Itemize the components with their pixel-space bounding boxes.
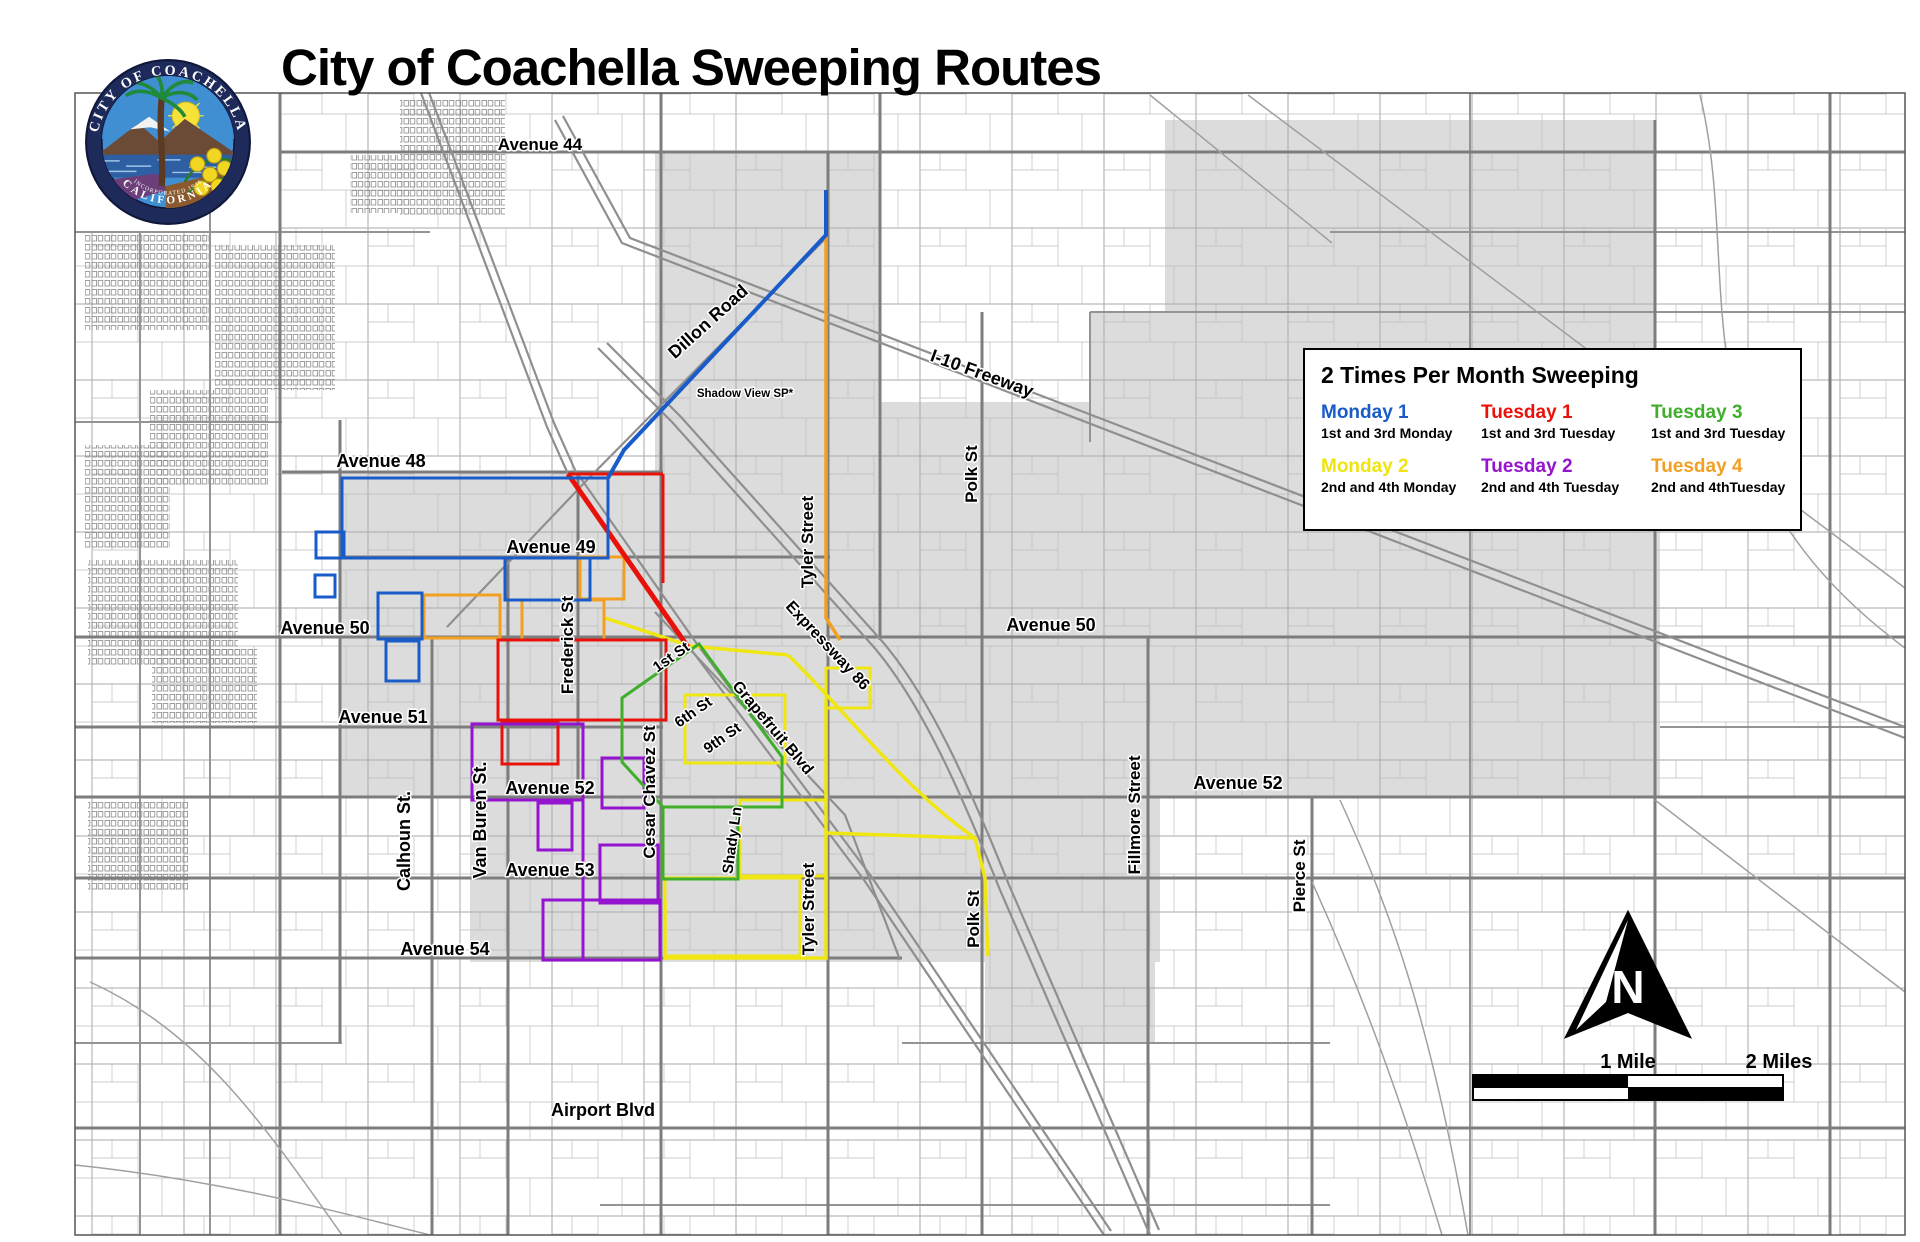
minor-roads	[75, 93, 1905, 1235]
legend-route-schedule: 1st and 3rd Tuesday	[1481, 425, 1616, 441]
north-arrow: N	[1563, 909, 1693, 1039]
legend-entry-tuesday2: Tuesday 2 2nd and 4th Tuesday	[1481, 456, 1651, 496]
legend-grid: Monday 1 1st and 3rd Monday Tuesday 1 1s…	[1321, 402, 1801, 496]
scale-label-2-miles: 2 Miles	[1746, 1051, 1813, 1073]
route-tuesday3-green	[620, 641, 784, 881]
legend-route-schedule: 1st and 3rd Tuesday	[1651, 425, 1786, 441]
route-tuesday1-red	[496, 472, 691, 766]
legend: 2 Times Per Month Sweeping Monday 1 1st …	[1303, 348, 1802, 531]
legend-route-name: Tuesday 3	[1651, 402, 1743, 423]
legend-route-name: Tuesday 4	[1651, 456, 1743, 477]
street-label-fillmore: Fillmore Street	[1125, 755, 1144, 874]
legend-route-name: Monday 1	[1321, 402, 1409, 423]
palm-tree-icon	[157, 97, 166, 187]
street-label-calhoun: Calhoun St.	[394, 791, 414, 891]
legend-entry-tuesday1: Tuesday 1 1st and 3rd Tuesday	[1481, 402, 1651, 442]
street-label-avenue-52-w: Avenue 52	[505, 778, 594, 798]
street-label-polk-n: Polk St	[962, 445, 981, 503]
street-label-polk-s: Polk St	[964, 890, 983, 948]
route-tuesday2-purple	[470, 722, 662, 962]
legend-route-name: Tuesday 1	[1481, 402, 1573, 423]
street-label-avenue-44: Avenue 44	[498, 135, 583, 154]
legend-route-name: Tuesday 2	[1481, 456, 1573, 477]
map-border	[74, 92, 1906, 1236]
street-label-tyler-n: Tyler Street	[798, 496, 817, 589]
legend-entry-monday2: Monday 2 2nd and 4th Monday	[1321, 456, 1481, 496]
legend-route-schedule: 2nd and 4th Tuesday	[1481, 479, 1620, 495]
street-label-shadow-view-sp: Shadow View SP*	[697, 388, 794, 400]
street-label-avenue-48: Avenue 48	[336, 451, 425, 471]
mountain-icon	[101, 118, 235, 159]
street-label-tyler-s: Tyler Street	[799, 863, 818, 956]
street-label-avenue-51: Avenue 51	[338, 707, 427, 727]
legend-route-name: Monday 2	[1321, 456, 1409, 477]
page-title: City of Coachella Sweeping Routes	[281, 39, 1102, 96]
legend-entry-monday1: Monday 1 1st and 3rd Monday	[1321, 402, 1481, 442]
street-label-avenue-50-e: Avenue 50	[1006, 615, 1095, 635]
legend-route-schedule: 1st and 3rd Monday	[1321, 425, 1453, 441]
street-label-avenue-50-w: Avenue 50	[280, 618, 369, 638]
city-seal-logo: CITY OF COACHELLA CALIFORNIA INCORPORATE…	[85, 59, 251, 225]
street-label-airport-blvd: Airport Blvd	[551, 1100, 655, 1120]
parcel-grid	[75, 93, 1905, 1235]
legend-route-schedule: 2nd and 4th Monday	[1321, 479, 1457, 495]
street-label-van-buren: Van Buren St.	[470, 761, 490, 878]
route-monday1-blue	[313, 190, 828, 683]
legend-route-schedule: 2nd and 4thTuesday	[1651, 479, 1786, 495]
route-monday2-yellow	[604, 616, 990, 960]
street-label-avenue-52-e: Avenue 52	[1193, 773, 1282, 793]
legend-entry-tuesday3: Tuesday 3 1st and 3rd Tuesday	[1651, 402, 1801, 442]
legend-title: 2 Times Per Month Sweeping	[1321, 362, 1639, 388]
scale-label-1-mile: 1 Mile	[1600, 1051, 1656, 1073]
street-label-frederick: Frederick St	[558, 596, 577, 695]
street-label-cesar-chavez: Cesar Chavez St	[640, 725, 659, 859]
north-arrow-label: N	[1611, 961, 1644, 1013]
street-label-avenue-54: Avenue 54	[400, 939, 489, 959]
street-label-avenue-53: Avenue 53	[505, 860, 594, 880]
street-label-avenue-49: Avenue 49	[506, 537, 595, 557]
freeway-rail-corridors	[75, 93, 1905, 1235]
legend-entry-tuesday4: Tuesday 4 2nd and 4thTuesday	[1651, 456, 1801, 496]
scale-bar: 1 Mile 2 Miles	[1472, 1051, 1813, 1101]
street-label-pierce: Pierce St	[1290, 839, 1309, 912]
